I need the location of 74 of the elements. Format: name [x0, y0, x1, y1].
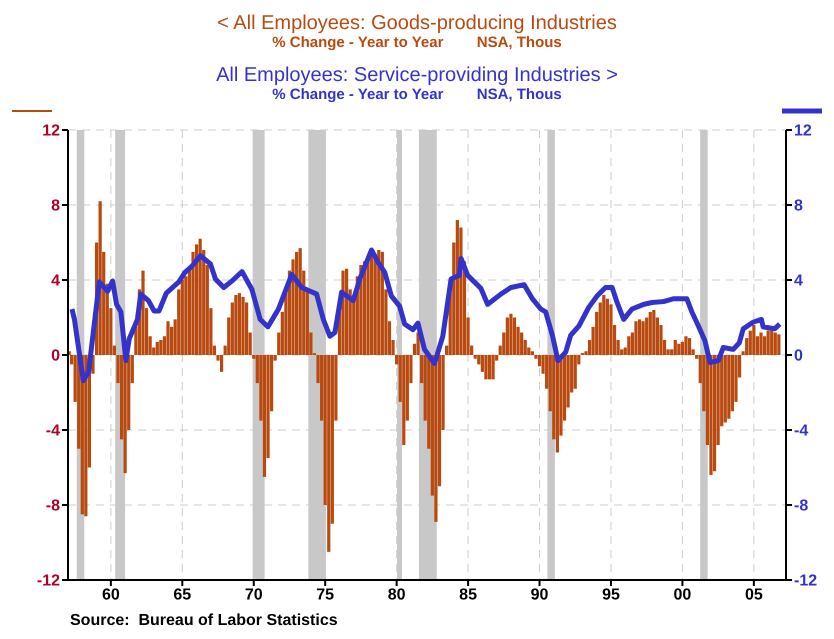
- x-tick-label: 00: [674, 586, 692, 604]
- bar: [156, 342, 159, 355]
- bar: [180, 280, 184, 355]
- bar: [602, 295, 606, 355]
- bar: [238, 293, 242, 355]
- text: % Change - Year to Year NSA, Thous: [271, 86, 563, 104]
- y-tick-label: -12: [36, 572, 60, 590]
- bar: [262, 355, 266, 477]
- bar: [648, 312, 652, 355]
- y-tick-label: 0: [51, 348, 60, 365]
- bar: [777, 334, 780, 355]
- bar: [370, 256, 374, 355]
- bar: [712, 355, 716, 472]
- y-tick-label: 4: [51, 272, 60, 290]
- bar: [634, 321, 638, 355]
- bar: [377, 250, 380, 355]
- bar: [512, 318, 516, 355]
- bar: [509, 314, 513, 355]
- x-tick-label: 95: [602, 586, 620, 604]
- bar: [652, 310, 656, 355]
- bar: [574, 355, 577, 389]
- bar: [638, 319, 642, 355]
- bar: [234, 295, 238, 355]
- text: All Employees: Service-providing Industries >: [215, 64, 619, 86]
- bar: [327, 355, 330, 552]
- bar: [688, 338, 692, 355]
- x-tick-label: 65: [173, 586, 192, 604]
- text: < All Employees: Goods-producing Industries: [216, 12, 618, 34]
- bar: [774, 332, 777, 355]
- y2-tick-label: 8: [794, 198, 803, 215]
- bar: [488, 355, 492, 380]
- x-tick-label: 80: [388, 586, 406, 604]
- x-tick-label: 85: [459, 586, 478, 604]
- y-tick-label: 12: [42, 122, 60, 140]
- y2-tick-label: -8: [794, 498, 808, 515]
- y2-tick-label: 4: [794, 272, 803, 290]
- bar: [677, 344, 680, 355]
- y2-tick-label: -12: [794, 572, 818, 590]
- source-note: Source: Bureau of Labor Statistics: [70, 612, 338, 630]
- y-tick-label: -4: [46, 422, 60, 440]
- x-tick-label: 70: [244, 586, 263, 604]
- bar: [380, 252, 384, 355]
- bar: [770, 330, 774, 355]
- x-tick-label: 60: [102, 586, 120, 604]
- x-tick-label: 05: [744, 586, 763, 604]
- bar: [684, 336, 688, 355]
- bar: [727, 355, 730, 419]
- bar: [642, 321, 645, 355]
- bar: [506, 318, 509, 355]
- text: % Change - Year to Year NSA, Thous: [271, 34, 563, 52]
- bar: [198, 238, 202, 355]
- x-tick-label: 90: [530, 586, 549, 604]
- bar: [627, 336, 630, 355]
- bar: [484, 355, 488, 380]
- bar: [766, 330, 770, 355]
- y2-tick-label: 12: [794, 122, 812, 140]
- y2-tick-label: 0: [794, 348, 803, 365]
- bar: [159, 340, 162, 355]
- bar: [374, 254, 377, 355]
- bar: [166, 321, 170, 355]
- bar: [298, 248, 302, 355]
- bar: [241, 296, 245, 355]
- y-tick-label: -8: [46, 498, 60, 515]
- y-tick-label: 8: [51, 198, 60, 215]
- bar: [402, 355, 406, 445]
- bar: [606, 298, 609, 355]
- bar: [491, 355, 495, 380]
- bar: [752, 325, 756, 355]
- y2-tick-label: -4: [794, 422, 808, 440]
- x-tick-label: 75: [316, 586, 334, 604]
- bar: [759, 332, 763, 355]
- bar: [724, 355, 727, 422]
- bar: [220, 355, 224, 372]
- bar: [674, 340, 677, 355]
